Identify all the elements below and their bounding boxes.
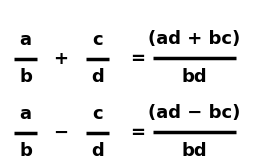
Text: =: = xyxy=(130,50,145,68)
Text: bd: bd xyxy=(182,142,207,160)
Text: bd: bd xyxy=(182,68,207,86)
Text: (ad + bc): (ad + bc) xyxy=(148,30,241,48)
Text: d: d xyxy=(91,68,104,86)
Text: +: + xyxy=(53,50,68,68)
Text: −: − xyxy=(53,124,68,142)
Text: a: a xyxy=(20,31,32,49)
Text: a: a xyxy=(20,105,32,123)
Text: c: c xyxy=(92,105,103,123)
Text: b: b xyxy=(19,142,32,160)
Text: (ad − bc): (ad − bc) xyxy=(148,103,241,122)
Text: c: c xyxy=(92,31,103,49)
Text: b: b xyxy=(19,68,32,86)
Text: d: d xyxy=(91,142,104,160)
Text: =: = xyxy=(130,124,145,142)
